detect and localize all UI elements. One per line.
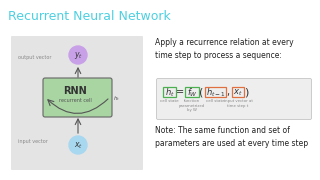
Text: cell state: cell state (206, 99, 225, 103)
Text: $x_t$: $x_t$ (74, 140, 83, 151)
Text: RNN: RNN (63, 86, 87, 96)
Text: Apply a recurrence relation at every
time step to process a sequence:: Apply a recurrence relation at every tim… (155, 38, 294, 60)
Text: $x_t$: $x_t$ (233, 87, 243, 98)
Text: ,: , (227, 87, 229, 98)
Text: $y_t$: $y_t$ (74, 50, 83, 61)
Text: input vector: input vector (18, 138, 48, 143)
Circle shape (69, 136, 87, 154)
Text: input vector at
time step t: input vector at time step t (224, 99, 252, 108)
Text: $f_W$: $f_W$ (187, 86, 197, 99)
Text: cell state: cell state (160, 99, 179, 103)
FancyBboxPatch shape (156, 78, 311, 120)
Circle shape (69, 46, 87, 64)
Text: $h_t$: $h_t$ (113, 94, 120, 103)
Text: ): ) (244, 87, 248, 98)
Text: (: ( (199, 87, 203, 98)
FancyBboxPatch shape (11, 36, 143, 170)
Text: Note: The same function and set of
parameters are used at every time step: Note: The same function and set of param… (155, 126, 308, 148)
Text: function
parametrized
by W: function parametrized by W (179, 99, 205, 112)
Text: recurrent cell: recurrent cell (59, 98, 92, 102)
Text: Recurrent Neural Network: Recurrent Neural Network (8, 10, 171, 23)
Text: =: = (176, 87, 184, 98)
Text: $h_{t-1}$: $h_{t-1}$ (205, 86, 226, 99)
Text: $h_t$: $h_t$ (164, 86, 174, 99)
FancyBboxPatch shape (43, 78, 112, 117)
Text: output vector: output vector (18, 55, 52, 60)
